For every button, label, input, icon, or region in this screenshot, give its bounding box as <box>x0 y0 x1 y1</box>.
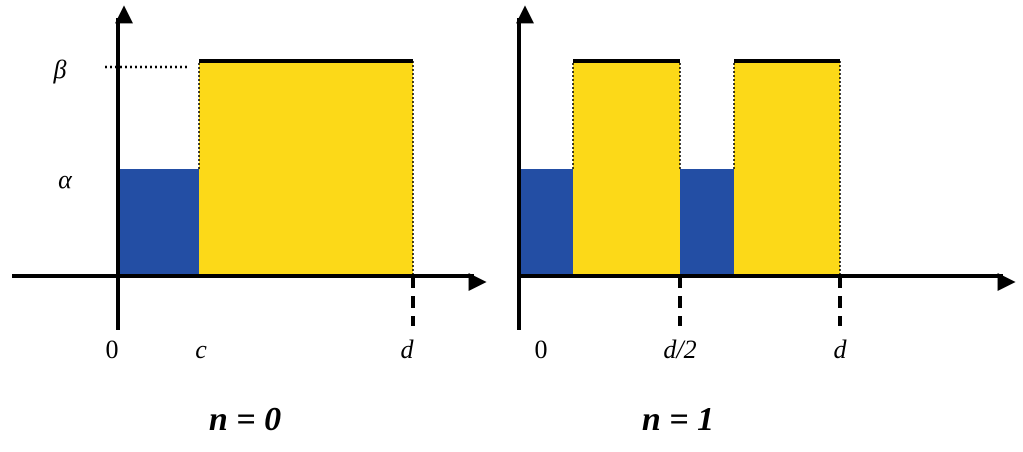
panel-left: β α 0 c d n = 0 <box>12 5 487 438</box>
blue-region <box>118 169 199 276</box>
beta-label: β <box>53 55 67 84</box>
yellow-region <box>199 61 413 276</box>
x-label: 0 <box>535 335 548 364</box>
panel-right: 0 d/2 d n = 1 <box>516 5 1016 438</box>
x-label: d <box>834 335 848 364</box>
x-label: d/2 <box>663 335 696 364</box>
caption: n = 0 <box>209 401 281 438</box>
blue-region <box>680 169 734 276</box>
blue-region <box>519 169 573 276</box>
x-label: 0 <box>106 335 119 364</box>
yellow-region <box>573 61 680 276</box>
yellow-region <box>734 61 840 276</box>
x-label: c <box>195 335 207 364</box>
x-label: d <box>401 335 415 364</box>
caption: n = 1 <box>642 401 714 438</box>
alpha-label: α <box>58 165 73 194</box>
